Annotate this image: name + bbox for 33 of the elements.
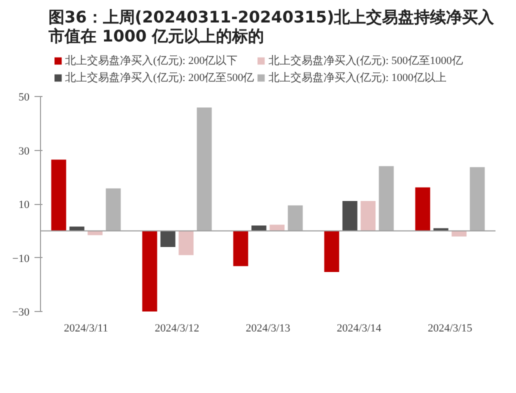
bar (106, 188, 121, 231)
x-tick-label: 2024/3/13 (246, 322, 291, 334)
y-tick-label: −10 (12, 252, 30, 265)
legend-label: 北上交易盘净买入(亿元): 500亿至1000亿 (268, 54, 463, 68)
legend-label: 北上交易盘净买入(亿元): 200亿以下 (65, 54, 238, 68)
bar (69, 226, 84, 231)
x-tick-label: 2024/3/15 (428, 322, 473, 334)
bar (360, 201, 376, 231)
bar (160, 230, 176, 247)
bar (324, 230, 340, 272)
legend-label: 北上交易盘净买入(亿元): 200亿至500亿 (65, 70, 254, 85)
bar (415, 187, 430, 231)
legend-label: 北上交易盘净买入(亿元): 1000亿以上 (268, 70, 446, 85)
bar (196, 108, 212, 231)
x-tick-label: 2024/3/11 (64, 322, 108, 334)
y-tick-label: −30 (12, 306, 30, 318)
bar (433, 228, 448, 231)
bar (251, 226, 266, 231)
bar (233, 230, 248, 266)
bar (470, 167, 485, 231)
bar (378, 166, 394, 231)
y-tick-label: 30 (18, 145, 30, 158)
x-tick-label: 2024/3/14 (336, 322, 382, 334)
bar (288, 205, 303, 231)
bar (342, 201, 358, 231)
bar (270, 224, 285, 231)
y-tick-label: 50 (18, 92, 30, 104)
bar (178, 230, 194, 256)
x-tick-label: 2024/3/12 (154, 322, 200, 334)
bar (142, 230, 158, 312)
chart-title: 图36：上周(20240311-20240315)北上交易盘持续净买入市值在 1000 亿元以上的标的 (48, 8, 496, 46)
y-tick-label: 10 (18, 199, 30, 211)
bar (51, 160, 66, 231)
